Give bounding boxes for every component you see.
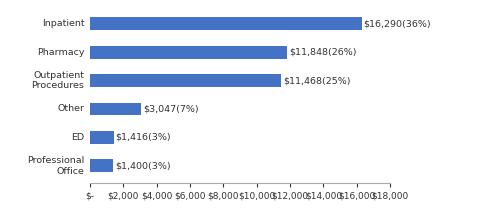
Text: $3,047(7%): $3,047(7%) <box>143 105 199 114</box>
Text: $11,468(25%): $11,468(25%) <box>283 76 350 85</box>
Bar <box>90 46 288 59</box>
Text: $11,848(26%): $11,848(26%) <box>290 48 357 57</box>
Bar <box>90 103 141 115</box>
Text: $1,400(3%): $1,400(3%) <box>116 161 171 170</box>
Text: $16,290(36%): $16,290(36%) <box>364 19 431 28</box>
Bar <box>90 17 361 30</box>
Bar <box>90 131 114 144</box>
Bar <box>90 159 114 172</box>
Bar <box>90 74 281 87</box>
Text: $1,416(3%): $1,416(3%) <box>116 133 171 142</box>
